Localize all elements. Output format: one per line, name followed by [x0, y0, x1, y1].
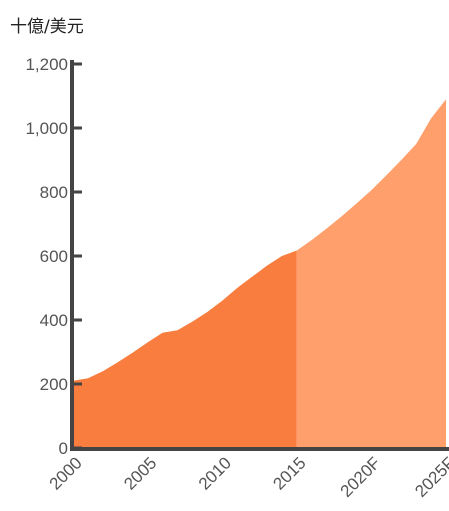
- area-historical: [73, 250, 297, 448]
- x-tick-label: 2010: [195, 453, 235, 493]
- y-axis-unit-label: 十億/美元: [10, 17, 84, 37]
- x-tick-label: 2015: [269, 453, 309, 493]
- y-tick-label: 1,200: [25, 55, 68, 74]
- y-tick-label: 800: [40, 183, 68, 202]
- x-tick-label: 2020F: [337, 453, 385, 501]
- x-tick-label: 2025F: [411, 453, 449, 501]
- y-tick-label: 1,000: [25, 119, 68, 138]
- y-tick-label: 200: [40, 375, 68, 394]
- x-tick-label: 2000: [46, 453, 86, 493]
- y-tick-label: 0: [59, 439, 68, 458]
- area-forecast: [296, 99, 446, 448]
- y-tick-label: 400: [40, 311, 68, 330]
- y-tick-label: 600: [40, 247, 68, 266]
- x-tick-label: 2005: [120, 453, 160, 493]
